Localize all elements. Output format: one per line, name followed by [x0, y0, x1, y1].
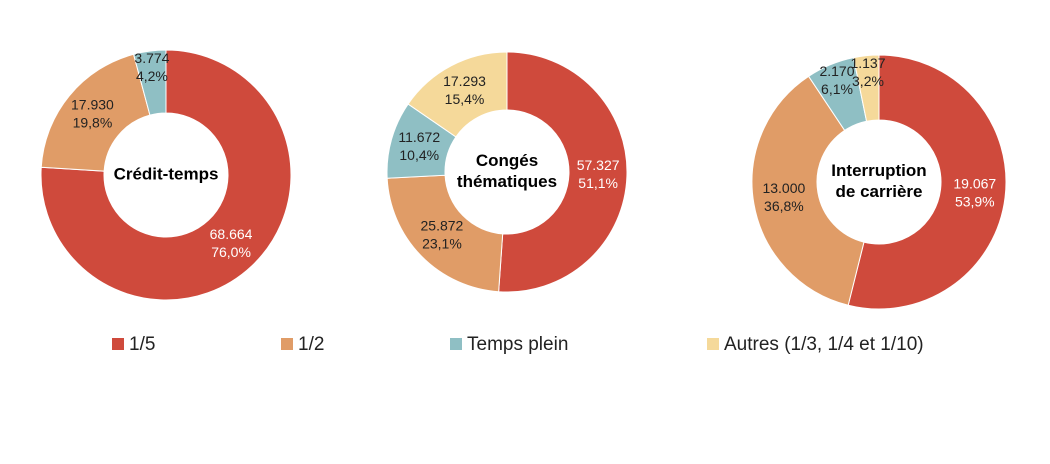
- donut-slice: [132, 49, 167, 116]
- value-label: 19.067: [953, 176, 996, 192]
- percent-label: 4,2%: [136, 68, 168, 84]
- value-label: 17.930: [71, 97, 114, 113]
- percent-label: 19,8%: [73, 115, 113, 131]
- donut-slice: [40, 49, 292, 301]
- value-label: 13.000: [762, 180, 805, 196]
- value-label: 68.664: [210, 226, 253, 242]
- value-label: 3.774: [134, 50, 169, 66]
- donut-slice: [847, 54, 1007, 310]
- value-label: 1.137: [850, 55, 885, 71]
- percent-label: 51,1%: [578, 175, 618, 191]
- value-label: 2.170: [819, 63, 854, 79]
- donut-title: Interruption: [831, 161, 926, 180]
- value-label: 57.327: [577, 157, 620, 173]
- percent-label: 36,8%: [764, 198, 804, 214]
- legend-label: Autres (1/3, 1/4 et 1/10): [724, 334, 924, 355]
- legend-swatch: [281, 338, 293, 350]
- donut-title: de carrière: [836, 182, 923, 201]
- value-label: 11.672: [398, 129, 440, 145]
- donut-title: Crédit-temps: [114, 164, 219, 183]
- donut-slice: [852, 54, 880, 122]
- percent-label: 23,1%: [422, 236, 462, 252]
- donut-slice: [40, 53, 151, 172]
- legend-swatch: [112, 338, 124, 350]
- value-label: 25.872: [421, 218, 464, 234]
- donut-slice: [498, 51, 628, 293]
- legend-label: 1/2: [298, 334, 324, 355]
- legend-swatch: [450, 338, 462, 350]
- percent-label: 53,9%: [955, 194, 995, 210]
- percent-label: 76,0%: [211, 244, 251, 260]
- donut-title: Congés: [476, 151, 538, 170]
- legend-label: Temps plein: [467, 334, 568, 355]
- donut-slice: [751, 75, 865, 306]
- legend-swatch: [707, 338, 719, 350]
- legend-label: 1/5: [129, 334, 155, 355]
- percent-label: 6,1%: [821, 81, 853, 97]
- donut-title: thématiques: [457, 172, 557, 191]
- percent-label: 15,4%: [445, 91, 485, 107]
- value-label: 17.293: [443, 73, 486, 89]
- percent-label: 10,4%: [399, 147, 439, 163]
- donut-slice: [386, 174, 504, 293]
- percent-label: 3,2%: [852, 73, 884, 89]
- donut-slice: [407, 51, 508, 138]
